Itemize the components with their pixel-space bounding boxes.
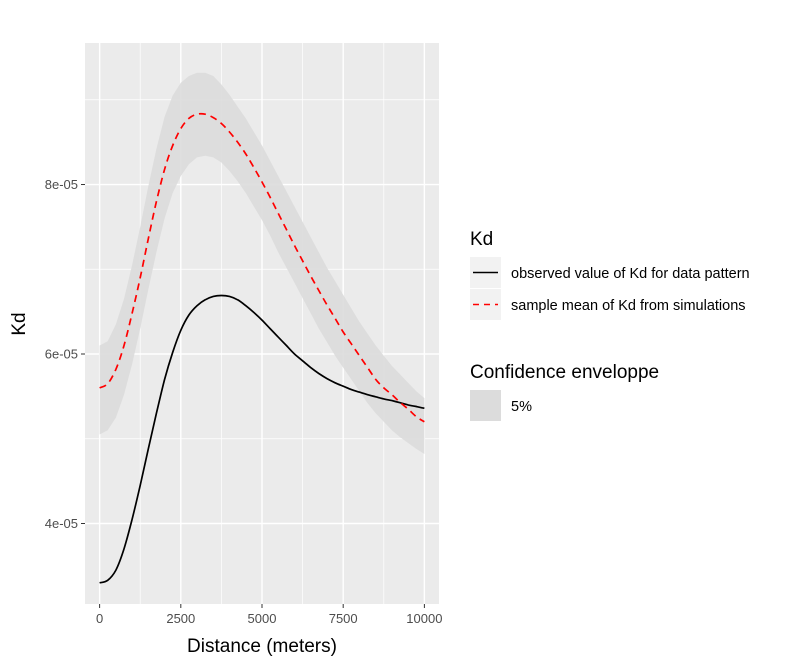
legend-label-envelope: 5% (511, 399, 532, 415)
legend-key-envelope (470, 390, 501, 421)
data-layer (99, 72, 425, 584)
confidence-envelope-band (99, 72, 425, 454)
x-tick-label: 0 (96, 611, 103, 626)
y-tick-label: 6e-05 (45, 347, 78, 362)
y-tick-label: 8e-05 (45, 177, 78, 192)
x-tick-label: 5000 (248, 611, 277, 626)
legend: Kd observed value of Kd for data pattern… (470, 229, 750, 421)
x-tick-label: 7500 (329, 611, 358, 626)
legend-title-envelope: Confidence enveloppe (470, 362, 659, 383)
sample-mean-kd-line (99, 112, 425, 423)
y-axis-title: Kd (9, 312, 30, 335)
axes: 0 2500 5000 7500 10000 4e-05 6e-05 8e-05 (45, 177, 443, 626)
x-axis-title: Distance (meters) (187, 636, 337, 657)
legend-label-observed: observed value of Kd for data pattern (511, 266, 750, 282)
x-tick-label: 10000 (406, 611, 442, 626)
legend-title-lines: Kd (470, 229, 493, 250)
y-tick-label: 4e-05 (45, 516, 78, 531)
legend-label-sample-mean: sample mean of Kd from simulations (511, 298, 746, 314)
observed-kd-line (99, 294, 425, 584)
x-tick-label: 2500 (166, 611, 195, 626)
